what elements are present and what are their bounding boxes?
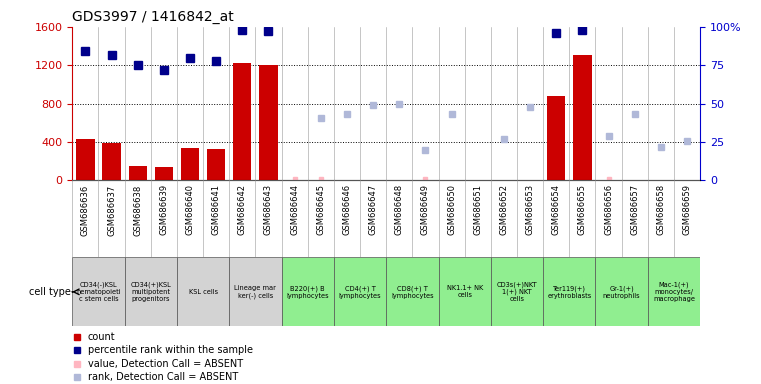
Bar xyxy=(207,149,225,180)
Text: B220(+) B
lymphocytes: B220(+) B lymphocytes xyxy=(286,285,329,299)
Text: GSM686657: GSM686657 xyxy=(630,184,639,235)
Bar xyxy=(334,257,387,326)
Text: CD3s(+)NKT
1(+) NKT
cells: CD3s(+)NKT 1(+) NKT cells xyxy=(497,281,537,302)
Bar xyxy=(256,27,282,180)
Text: KSL cells: KSL cells xyxy=(189,289,218,295)
Bar xyxy=(596,27,622,180)
Bar xyxy=(334,27,360,180)
Text: GSM686652: GSM686652 xyxy=(499,184,508,235)
Bar xyxy=(386,27,412,180)
Text: GDS3997 / 1416842_at: GDS3997 / 1416842_at xyxy=(72,10,234,25)
Bar xyxy=(233,63,251,180)
Text: GSM686638: GSM686638 xyxy=(133,184,142,235)
Text: GSM686658: GSM686658 xyxy=(657,184,665,235)
Bar xyxy=(622,27,648,180)
Bar xyxy=(125,27,151,180)
Text: CD4(+) T
lymphocytes: CD4(+) T lymphocytes xyxy=(339,285,381,299)
Bar xyxy=(203,27,229,180)
Text: Mac-1(+)
monocytes/
macrophage: Mac-1(+) monocytes/ macrophage xyxy=(653,281,695,302)
Text: GSM686648: GSM686648 xyxy=(395,184,404,235)
Text: Gr-1(+)
neutrophils: Gr-1(+) neutrophils xyxy=(603,285,641,299)
Text: GSM686643: GSM686643 xyxy=(264,184,273,235)
Bar xyxy=(412,27,438,180)
Bar xyxy=(177,257,229,326)
Text: GSM686655: GSM686655 xyxy=(578,184,587,235)
Text: GSM686640: GSM686640 xyxy=(186,184,195,235)
Bar xyxy=(569,27,595,180)
Bar xyxy=(129,166,147,180)
Bar xyxy=(596,257,648,326)
Bar xyxy=(517,27,543,180)
Bar xyxy=(72,27,98,180)
Text: Ter119(+)
erythroblasts: Ter119(+) erythroblasts xyxy=(547,285,591,299)
Text: GSM686645: GSM686645 xyxy=(317,184,325,235)
Text: CD8(+) T
lymphocytes: CD8(+) T lymphocytes xyxy=(391,285,434,299)
Text: GSM686642: GSM686642 xyxy=(238,184,247,235)
Bar xyxy=(260,65,278,180)
Text: GSM686639: GSM686639 xyxy=(159,184,168,235)
Text: GSM686644: GSM686644 xyxy=(290,184,299,235)
Bar xyxy=(386,257,438,326)
Text: GSM686636: GSM686636 xyxy=(81,184,90,235)
Text: GSM686659: GSM686659 xyxy=(683,184,692,235)
Bar xyxy=(360,27,387,180)
Bar xyxy=(438,257,491,326)
Text: GSM686654: GSM686654 xyxy=(552,184,561,235)
Text: GSM686651: GSM686651 xyxy=(473,184,482,235)
Bar xyxy=(491,27,517,180)
Text: GSM686646: GSM686646 xyxy=(342,184,352,235)
Text: NK1.1+ NK
cells: NK1.1+ NK cells xyxy=(447,285,482,298)
Bar xyxy=(72,257,125,326)
Bar xyxy=(547,96,565,180)
Text: CD34(+)KSL
multipotent
progenitors: CD34(+)KSL multipotent progenitors xyxy=(130,281,171,302)
Bar xyxy=(282,27,307,180)
Bar xyxy=(76,139,94,180)
Bar xyxy=(154,167,173,180)
Text: CD34(-)KSL
hematopoieti
c stem cells: CD34(-)KSL hematopoieti c stem cells xyxy=(76,281,121,302)
Text: percentile rank within the sample: percentile rank within the sample xyxy=(88,345,253,356)
Bar xyxy=(438,27,465,180)
Bar xyxy=(573,55,591,180)
Bar xyxy=(465,27,491,180)
Bar xyxy=(307,27,334,180)
Bar xyxy=(491,257,543,326)
Text: GSM686641: GSM686641 xyxy=(212,184,221,235)
Bar xyxy=(648,257,700,326)
Text: cell type: cell type xyxy=(29,287,71,297)
Text: rank, Detection Call = ABSENT: rank, Detection Call = ABSENT xyxy=(88,372,238,382)
Bar xyxy=(674,27,700,180)
Bar xyxy=(543,27,569,180)
Text: GSM686647: GSM686647 xyxy=(368,184,377,235)
Text: GSM686637: GSM686637 xyxy=(107,184,116,235)
Text: Lineage mar
ker(-) cells: Lineage mar ker(-) cells xyxy=(234,285,276,299)
Bar xyxy=(543,257,596,326)
Bar xyxy=(282,257,334,326)
Text: GSM686656: GSM686656 xyxy=(604,184,613,235)
Bar xyxy=(103,143,121,180)
Text: count: count xyxy=(88,332,116,342)
Text: value, Detection Call = ABSENT: value, Detection Call = ABSENT xyxy=(88,359,243,369)
Bar xyxy=(98,27,125,180)
Text: GSM686650: GSM686650 xyxy=(447,184,456,235)
Bar xyxy=(229,257,282,326)
Bar xyxy=(177,27,203,180)
Text: GSM686653: GSM686653 xyxy=(526,184,534,235)
Bar xyxy=(125,257,177,326)
Text: GSM686649: GSM686649 xyxy=(421,184,430,235)
Bar xyxy=(181,148,199,180)
Bar xyxy=(229,27,256,180)
Bar xyxy=(648,27,674,180)
Bar xyxy=(151,27,177,180)
